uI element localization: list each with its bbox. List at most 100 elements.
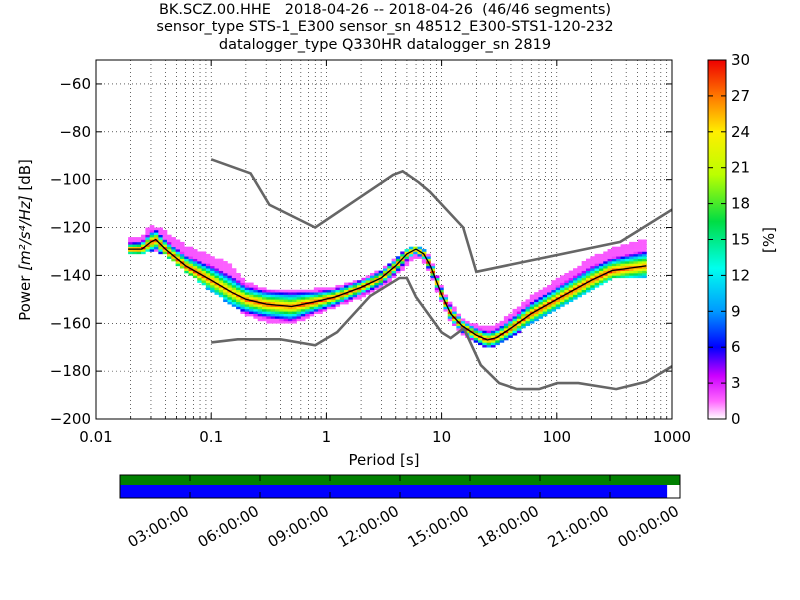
heatmap-cell [598,256,604,259]
heatmap-cell [205,268,211,271]
heatmap-cell [322,292,328,295]
y-axis-ticks: −60 −80 −100 −120 −140 −160 −180 −200 [50,75,672,428]
heatmap-cell [249,294,254,298]
heatmap-cell [162,249,168,252]
heatmap-cell [339,301,345,305]
heatmap-cell [404,261,410,264]
heatmap-cell [240,289,246,293]
heatmap-cell [477,342,483,346]
heatmap-cell [274,320,280,324]
heatmap-cell [611,265,617,269]
heatmap-cell [149,232,155,236]
heatmap-cell [227,268,233,271]
heatmap-cell [335,296,341,300]
heatmap-cell [262,316,267,319]
heatmap-cell [179,249,185,252]
heatmap-cell [253,292,258,295]
heatmap-cell [426,268,431,271]
heatmap-cell [210,261,215,264]
heatmap-cell [365,284,371,288]
coverage-available [120,485,668,498]
heatmap-cell [214,275,220,279]
heatmap-cell [201,268,207,271]
heatmap-cell [391,268,397,271]
heatmap-cell [542,311,548,314]
heatmap-cell [145,237,151,240]
heatmap-cell [292,318,297,322]
heatmap-cell [477,328,483,331]
heatmap-cell [270,292,276,295]
heatmap-cell [236,306,241,310]
heatmap-cell [603,280,608,283]
heatmap-cell [184,258,189,262]
heatmap-cell [184,261,189,264]
heatmap-cell [266,299,271,303]
heatmap-cell [581,261,587,264]
heatmap-cell [499,323,505,326]
heatmap-cell [508,318,513,322]
heatmap-cell [262,313,267,317]
heatmap-cell [443,296,449,300]
heatmap-cell [236,275,241,279]
heatmap-cell [534,306,539,310]
heatmap-cell [240,299,246,303]
heatmap-cell [236,280,241,283]
ppsd-heatmap [128,225,647,348]
heatmap-cell [227,282,233,286]
heatmap-cell [223,284,228,288]
heatmap-cell [382,282,388,286]
heatmap-cell [573,273,578,276]
heatmap-cell [620,258,626,262]
heatmap-cell [490,335,496,338]
heatmap-cell [525,316,531,319]
heatmap-cell [171,256,176,259]
heatmap-cell [318,296,323,300]
heatmap-cell [322,296,328,300]
heatmap-cell [201,277,207,281]
heatmap-cell [214,284,220,288]
heatmap-cell [274,292,280,295]
heatmap-cell [482,342,487,346]
heatmap-cell [266,316,271,319]
heatmap-cell [573,294,578,298]
heatmap-cell [205,258,211,262]
heatmap-cell [231,268,237,271]
heatmap-cell [387,273,392,276]
x-tick-label: 10 [432,428,451,446]
heatmap-cell [305,316,310,319]
y-tick-label: −140 [50,266,91,284]
heatmap-cell [585,284,591,288]
heatmap-cell [594,273,600,276]
heatmap-cell [249,287,254,291]
heatmap-cell [555,284,561,288]
heatmap-cell [166,246,172,250]
heatmap-cell [162,232,168,236]
heatmap-cell [201,263,207,267]
heatmap-cell [296,308,302,312]
heatmap-cell [266,296,271,300]
heatmap-cell [417,253,423,257]
heatmap-cell [534,304,539,307]
heatmap-cell [534,294,539,298]
heatmap-cell [236,301,241,305]
heatmap-cell [171,249,176,252]
heatmap-cell [400,263,405,267]
heatmap-cell [490,328,496,331]
heatmap-cell [616,275,621,279]
heatmap-cell [210,275,215,279]
heatmap-cell [568,273,574,276]
heatmap-cell [490,342,496,346]
heatmap-cell [197,277,202,281]
heatmap-cell [352,284,358,288]
heatmap-cell [240,292,246,295]
heatmap-cell [240,277,246,281]
heatmap-cell [223,299,228,303]
heatmap-cell [188,270,194,274]
x-tick-label: 0.01 [79,428,112,446]
heatmap-cell [585,289,591,293]
heatmap-cell [188,256,194,259]
heatmap-cell [404,256,410,259]
heatmap-cell [287,313,293,317]
heatmap-cell [611,273,617,276]
heatmap-cell [128,241,133,245]
